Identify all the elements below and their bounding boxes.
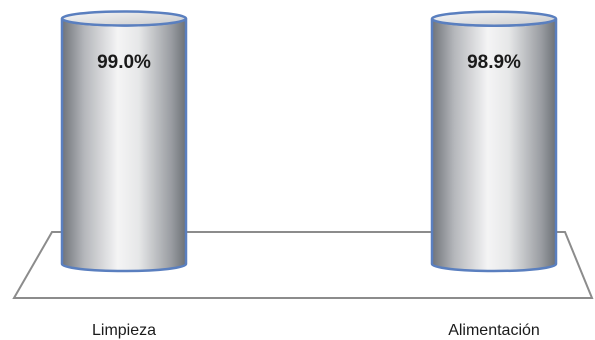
bar-alimentacion xyxy=(430,10,558,273)
bars-group xyxy=(60,10,558,273)
value-labels-group: 99.0% 98.9% xyxy=(97,52,521,73)
category-label-alimentacion: Alimentación xyxy=(448,322,540,339)
bar-limpieza xyxy=(60,10,188,273)
bar-top xyxy=(430,10,558,27)
value-label-alimentacion: 98.9% xyxy=(467,52,521,73)
value-label-limpieza: 99.0% xyxy=(97,52,151,73)
category-label-limpieza: Limpieza xyxy=(92,322,156,339)
category-labels-group: Limpieza Alimentación xyxy=(92,322,540,339)
bar-top xyxy=(60,10,188,27)
